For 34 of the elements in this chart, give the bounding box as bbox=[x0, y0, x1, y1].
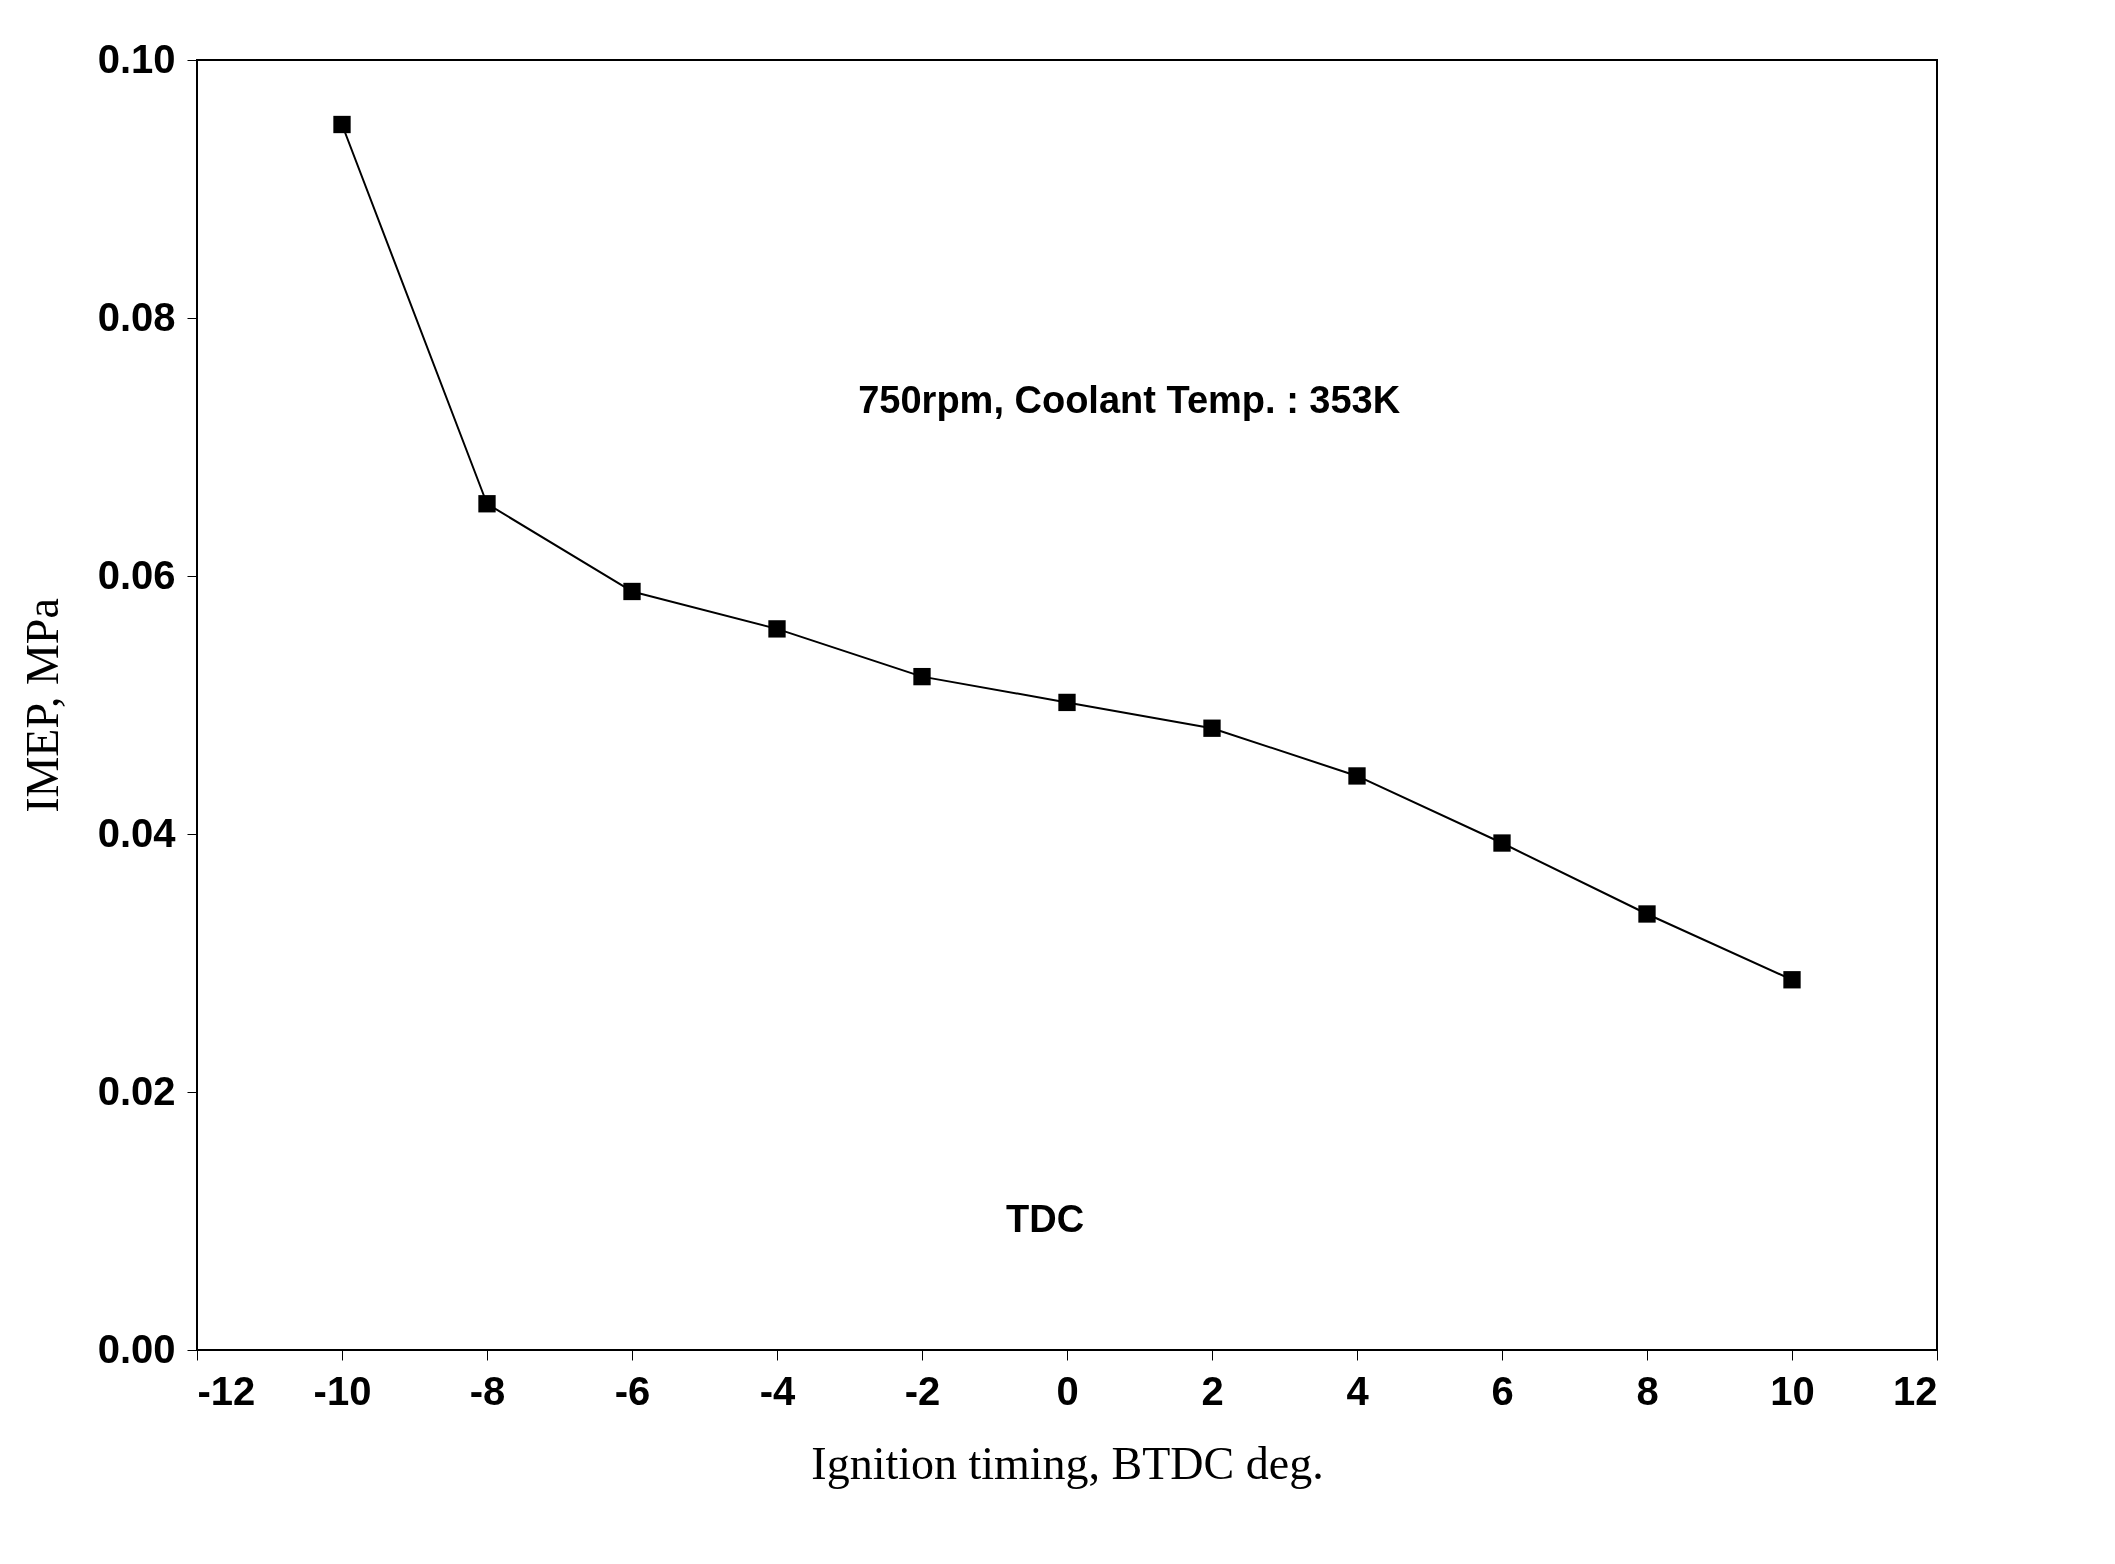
x-axis-title: Ignition timing, BTDC deg. bbox=[811, 1437, 1324, 1489]
x-tick-label: -6 bbox=[614, 1368, 651, 1413]
point bbox=[478, 495, 496, 513]
point bbox=[1638, 905, 1656, 923]
point bbox=[1203, 719, 1221, 737]
y-tick-label: 0.08 bbox=[97, 294, 176, 339]
x-tick-label: -10 bbox=[313, 1368, 372, 1413]
x-tick-label: 12 bbox=[1893, 1368, 1938, 1413]
x-tick-label: 4 bbox=[1346, 1368, 1370, 1413]
y-tick-label: 0.06 bbox=[97, 552, 176, 597]
x-tick-label: -12 bbox=[197, 1368, 256, 1413]
y-tick-label: 0.04 bbox=[97, 810, 177, 855]
annotation: TDC bbox=[1006, 1198, 1085, 1240]
point bbox=[1058, 693, 1076, 712]
y-tick-label: 0.02 bbox=[97, 1068, 176, 1113]
x-tick-label: 0 bbox=[1056, 1368, 1079, 1413]
y-tick-label: 0.00 bbox=[97, 1326, 176, 1371]
annotation: 750rpm, Coolant Temp. : 353K bbox=[858, 378, 1401, 421]
x-tick-label: 10 bbox=[1770, 1368, 1815, 1413]
x-tick-label: 2 bbox=[1201, 1368, 1224, 1413]
point bbox=[1348, 767, 1366, 785]
point bbox=[913, 667, 931, 686]
point bbox=[333, 115, 351, 134]
point bbox=[1493, 834, 1511, 852]
x-tick-label: -4 bbox=[759, 1368, 797, 1413]
y-axis-title: IMEP, MPa bbox=[16, 598, 68, 813]
x-tick-label: 8 bbox=[1636, 1368, 1659, 1413]
point bbox=[768, 620, 786, 638]
point bbox=[1783, 971, 1801, 989]
x-tick-label: 6 bbox=[1491, 1368, 1514, 1413]
x-tick-label: -2 bbox=[904, 1368, 941, 1413]
x-tick-label: -8 bbox=[469, 1368, 506, 1413]
y-tick-label: 0.10 bbox=[97, 36, 176, 81]
point bbox=[623, 582, 641, 601]
